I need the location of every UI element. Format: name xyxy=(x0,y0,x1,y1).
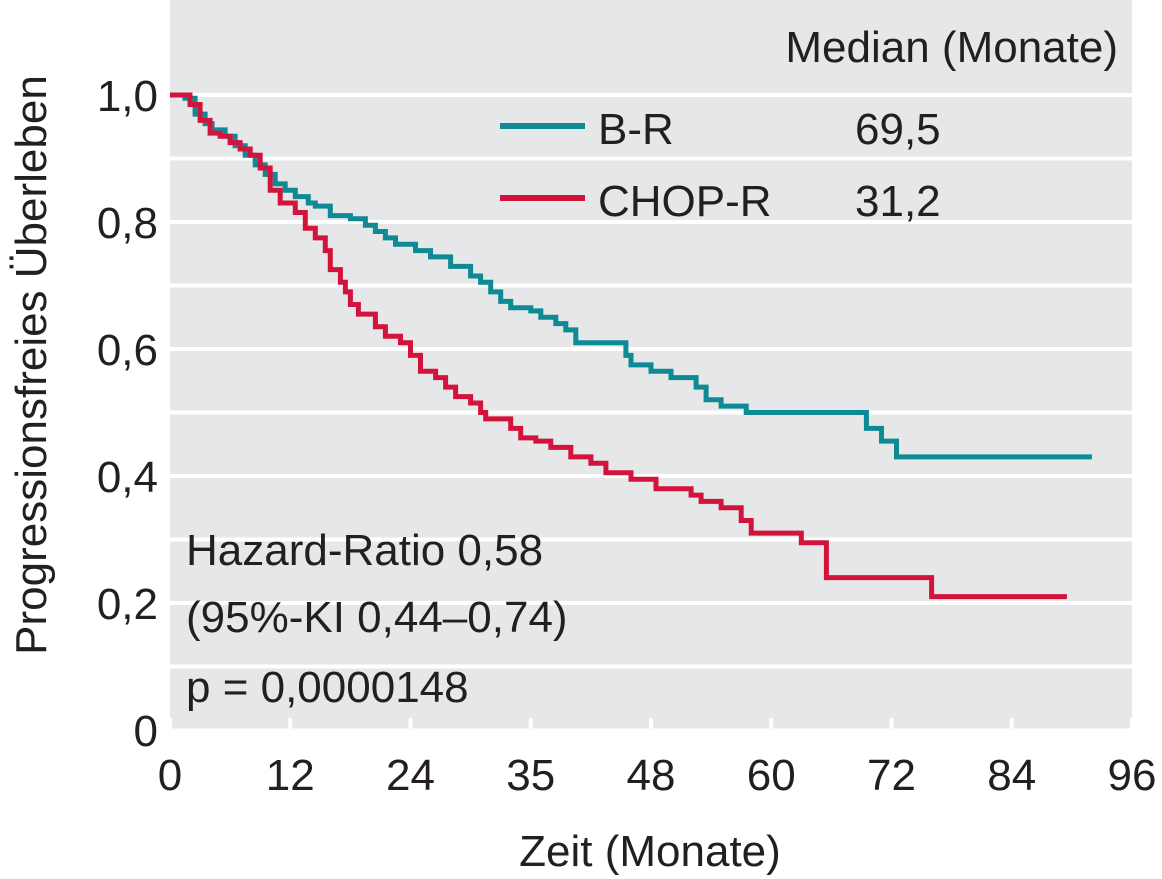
x-tick-label: 60 xyxy=(747,751,796,800)
x-tick-label: 35 xyxy=(506,751,555,800)
y-tick-label: 0,4 xyxy=(97,453,158,502)
ticks: 0 12 24 35 48 60 72 84 96 0 0,2 0,4 0,6 0,8 1,0 xyxy=(97,72,1157,800)
p-value-text: p = 0,0000148 xyxy=(186,663,469,712)
x-tick-label: 96 xyxy=(1108,751,1157,800)
survival-curves xyxy=(170,92,1092,600)
legend: Median (Monate) B-R 69,5 CHOP-R 31,2 xyxy=(500,23,1118,226)
x-axis-label: Zeit (Monate) xyxy=(519,827,781,876)
y-tick-label: 0,8 xyxy=(97,199,158,248)
y-tick-label: 0 xyxy=(134,707,158,756)
y-tick-label: 0,2 xyxy=(97,580,158,629)
statistics-annotations: Hazard-Ratio 0,58 (95%-KI 0,44–0,74) p =… xyxy=(186,526,568,712)
series-line-chop-r xyxy=(170,92,1067,600)
x-tick-label: 12 xyxy=(266,751,315,800)
y-tick-label: 1,0 xyxy=(97,72,158,121)
x-tick-label: 24 xyxy=(386,751,435,800)
x-tick-label: 48 xyxy=(627,751,676,800)
y-tick-label: 0,6 xyxy=(97,326,158,375)
legend-title: Median (Monate) xyxy=(785,23,1118,72)
confidence-interval-text: (95%-KI 0,44–0,74) xyxy=(186,593,568,642)
gridlines xyxy=(170,93,1132,669)
hazard-ratio-text: Hazard-Ratio 0,58 xyxy=(186,526,543,575)
x-tick-label: 72 xyxy=(867,751,916,800)
legend-median-b-r: 69,5 xyxy=(855,105,941,154)
x-tick-label: 0 xyxy=(158,751,182,800)
x-tick-label: 84 xyxy=(987,751,1036,800)
legend-label-chop-r: CHOP-R xyxy=(598,177,772,226)
legend-median-chop-r: 31,2 xyxy=(855,177,941,226)
legend-label-b-r: B-R xyxy=(598,105,674,154)
y-axis-label: Progressionsfreies Überleben xyxy=(7,75,56,655)
